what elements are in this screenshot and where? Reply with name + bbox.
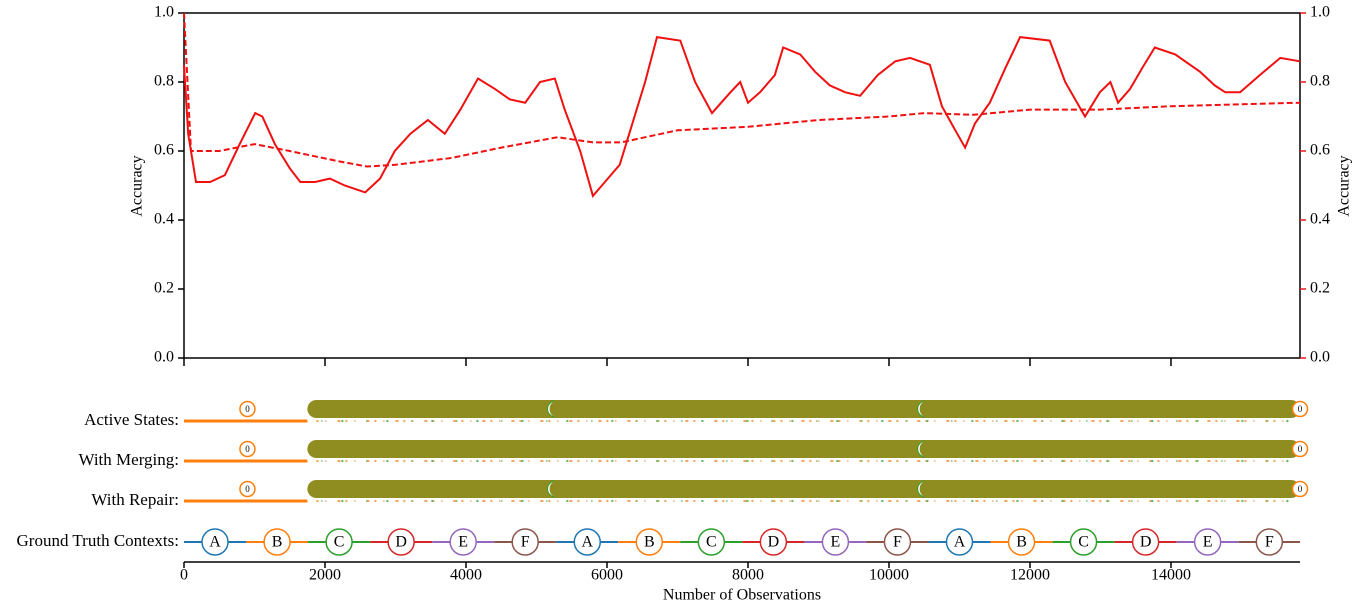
- context-circle: [511, 528, 539, 556]
- context-circle: [1131, 528, 1160, 556]
- state-marker: [1291, 480, 1309, 498]
- y2-tick-label: 0.4: [1310, 211, 1330, 228]
- y2-tick-label: 0.6: [1310, 142, 1330, 159]
- y2-tick-label: 0.8: [1310, 73, 1330, 90]
- x-tick-label: 4000: [450, 567, 482, 584]
- context-circle: [573, 528, 602, 556]
- context-label: C: [334, 534, 345, 551]
- state-break: [919, 480, 938, 498]
- context-circle: [201, 528, 229, 556]
- context-circle: [387, 528, 415, 556]
- context-label: A: [209, 534, 221, 551]
- context-circle: [263, 528, 291, 556]
- context-label: E: [458, 534, 468, 551]
- y2-axis-label: Accuracy: [1336, 155, 1353, 216]
- state-marker: [239, 440, 256, 458]
- accuracy-line: [183, 12, 1301, 168]
- state-marker: [239, 400, 256, 418]
- context-circle: [821, 528, 850, 556]
- state-marker: [1291, 400, 1309, 418]
- context-label: C: [706, 534, 717, 551]
- context-label: D: [1140, 534, 1152, 551]
- x-tick-label: 8000: [732, 567, 764, 584]
- context-circle: [635, 528, 664, 556]
- accuracy-line: [183, 35, 1301, 198]
- state-break: [549, 480, 568, 498]
- context-circle: [1069, 528, 1098, 556]
- context-circle: [759, 528, 788, 556]
- context-circle: [1193, 528, 1222, 556]
- state-marker-label: 0: [1298, 444, 1303, 454]
- context-label: E: [831, 534, 841, 551]
- x-tick-label: 0: [180, 567, 188, 584]
- x-tick-label: 10000: [869, 567, 909, 584]
- state-break: [919, 400, 938, 418]
- row-label: Active States:: [84, 410, 179, 429]
- state-break: [549, 400, 568, 418]
- y2-tick-label: 0.2: [1310, 280, 1330, 297]
- state-marker: [239, 480, 256, 498]
- context-label: A: [581, 534, 593, 551]
- context-label: F: [1265, 534, 1274, 551]
- y2-tick-label: 1.0: [1310, 4, 1330, 21]
- y-tick-label: 0.0: [154, 349, 174, 366]
- x-tick-label: 6000: [591, 567, 623, 584]
- state-marker-label: 0: [245, 404, 250, 414]
- context-label: C: [1078, 534, 1089, 551]
- state-marker: [1291, 440, 1309, 458]
- contexts-label: Ground Truth Contexts:: [17, 531, 179, 550]
- context-label: B: [1016, 534, 1027, 551]
- context-circle: [1007, 528, 1036, 556]
- state-marker-label: 0: [1298, 404, 1303, 414]
- context-label: D: [768, 534, 780, 551]
- y-tick-label: 0.6: [154, 142, 174, 159]
- context-label: F: [521, 534, 530, 551]
- context-label: E: [1203, 534, 1213, 551]
- state-marker-label: 0: [1298, 484, 1303, 494]
- x-tick-label: 14000: [1151, 567, 1191, 584]
- context-circle: [325, 528, 353, 556]
- context-label: D: [395, 534, 407, 551]
- y-axis-label: Accuracy: [129, 155, 146, 216]
- x-tick-label: 12000: [1010, 567, 1050, 584]
- context-label: F: [893, 534, 902, 551]
- y2-tick-label: 0.0: [1310, 349, 1330, 366]
- y-tick-label: 0.8: [154, 73, 174, 90]
- plot-frame: [183, 12, 1301, 359]
- y-tick-label: 1.0: [154, 4, 174, 21]
- x-axis-label: Number of Observations: [663, 587, 821, 604]
- context-label: A: [954, 534, 966, 551]
- state-marker-label: 0: [245, 484, 250, 494]
- row-label: With Repair:: [91, 490, 179, 509]
- context-circle: [697, 528, 726, 556]
- row-label: With Merging:: [78, 450, 179, 469]
- context-circle: [449, 528, 477, 556]
- state-break: [919, 440, 938, 458]
- context-circle: [883, 528, 912, 556]
- state-marker-label: 0: [245, 444, 250, 454]
- context-circle: [1255, 528, 1284, 556]
- context-circle: [945, 528, 974, 556]
- y-tick-label: 0.2: [154, 280, 174, 297]
- context-label: B: [644, 534, 655, 551]
- x-tick-label: 2000: [309, 567, 341, 584]
- context-label: B: [272, 534, 283, 551]
- y-tick-label: 0.4: [154, 211, 174, 228]
